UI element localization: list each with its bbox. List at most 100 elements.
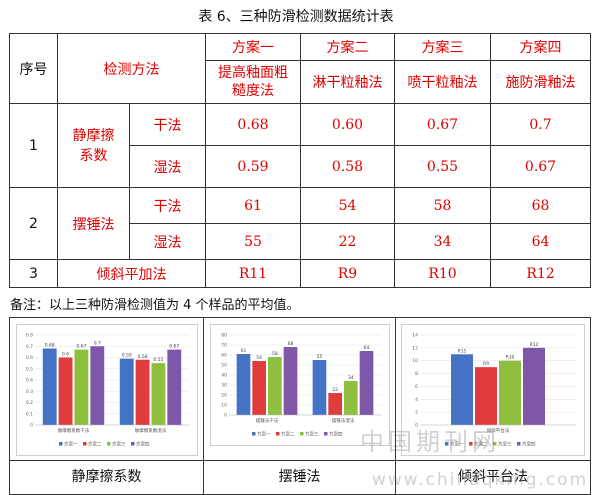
legend-label: 方案二	[281, 431, 295, 438]
legend-label: 方案四	[136, 441, 150, 448]
header-scheme-1-desc: 提高釉面粗糙度法	[205, 60, 301, 104]
bar	[151, 363, 165, 425]
legend-label: 方案一	[257, 431, 271, 438]
row-3-method: 倾斜平加法	[57, 259, 206, 288]
cell: 0.60	[300, 103, 395, 146]
legend-swatch	[58, 442, 62, 446]
data-label: R9	[483, 361, 489, 367]
y-tick-label: 12	[412, 345, 418, 351]
y-tick-label: 0.5	[25, 366, 32, 372]
cell: 0.58	[300, 145, 395, 188]
y-tick-label: 0	[224, 413, 227, 419]
legend-swatch	[445, 442, 449, 446]
header-scheme-4: 方案四	[490, 33, 591, 61]
cell: 0.55	[394, 145, 491, 188]
data-label: 0.58	[137, 354, 147, 360]
legend-swatch	[299, 432, 303, 436]
cell: R9	[300, 259, 395, 288]
data-label: 0.67	[169, 344, 179, 350]
bar	[327, 393, 342, 415]
y-tick-label: 0	[30, 423, 33, 429]
bar	[359, 351, 373, 415]
data-label: R12	[530, 342, 539, 348]
cell: R12	[490, 259, 591, 288]
y-tick-label: 0.3	[25, 389, 32, 395]
y-tick-label: 14	[412, 333, 418, 339]
y-tick-label: 8	[415, 371, 418, 377]
legend-label: 方案四	[522, 441, 536, 448]
legend-swatch	[130, 442, 134, 446]
header-scheme-4-desc: 施防滑釉法	[490, 60, 591, 104]
legend-label: 方案四	[329, 431, 343, 438]
data-label: R10	[506, 355, 515, 361]
cell: 0.67	[394, 103, 491, 146]
bar	[135, 359, 149, 425]
bar	[89, 346, 104, 425]
cell: 0.7	[490, 103, 591, 146]
legend-label: 方案二	[474, 441, 488, 448]
cell: 64	[490, 223, 591, 260]
cell: 68	[490, 187, 591, 224]
data-label: 34	[347, 375, 353, 381]
footnote: 备注：以上三种防滑检测值为 4 个样品的平均值。	[10, 298, 300, 313]
y-tick-label: 70	[221, 343, 227, 349]
row-2-dry-label: 干法	[129, 187, 206, 224]
bar	[119, 358, 134, 425]
y-tick-label: 80	[221, 333, 227, 339]
legend-swatch	[469, 442, 473, 446]
legend-label: 方案二	[88, 441, 102, 448]
bar	[236, 354, 250, 415]
legend-label: 方案一	[450, 441, 464, 448]
row-3-seq: 3	[9, 259, 58, 288]
y-tick-label: 6	[415, 384, 418, 390]
cell: 0.67	[490, 145, 591, 188]
bar	[251, 361, 266, 415]
data-table: 序号 检测方法 方案一 方案二 方案三 方案四 提高釉面粗糙度法 淋干粒釉法 喷…	[9, 33, 591, 288]
friction-chart: 0 0.1 0.2 0.3 0.4 0.5 0.6 0.7 0.8 0.68 0.6 0.67 0.7 静…	[15, 324, 198, 456]
y-tick-label: 60	[221, 353, 227, 359]
cell: 0.68	[205, 103, 301, 146]
data-label: 54	[256, 355, 262, 361]
x-tick-label: 摆锤法湿法	[331, 417, 354, 424]
data-label: 0.59	[121, 353, 131, 359]
header-method: 检测方法	[57, 33, 206, 104]
x-tick-label: 静摩擦系数湿法	[134, 427, 166, 434]
legend-swatch	[323, 432, 327, 436]
legend-label: 方案三	[305, 431, 319, 438]
header-scheme-1: 方案一	[205, 33, 301, 61]
x-tick-label: 摆锤法干法	[255, 417, 278, 424]
cell: 55	[205, 223, 301, 260]
row-2-wet-label: 湿法	[129, 223, 206, 260]
data-label: 0.6	[61, 352, 68, 358]
chart-cell-2: 0 10 20 30 40 50 60 70 80 61 54 58 68 摆锤法干法 55 22 34 64 摆锤…	[203, 317, 396, 461]
cell: 22	[300, 223, 395, 260]
x-tick-label: 倾斜平台法	[487, 427, 510, 434]
bar	[451, 354, 473, 425]
legend-label: 方案一	[64, 441, 78, 448]
bar	[283, 347, 297, 415]
data-label: 0.7	[93, 340, 100, 346]
row-1-method: 静摩擦系数	[57, 103, 130, 188]
y-tick-label: 0.8	[25, 333, 32, 339]
header-seq: 序号	[9, 33, 58, 104]
data-label: 22	[332, 387, 338, 393]
caption-1: 静摩擦系数	[9, 460, 204, 495]
header-scheme-3: 方案三	[394, 33, 491, 61]
y-tick-label: 2	[415, 410, 418, 416]
bar	[523, 347, 545, 425]
y-tick-label: 0.4	[25, 378, 32, 384]
data-label: 0.55	[153, 357, 163, 363]
legend-swatch	[82, 442, 86, 446]
data-label: 61	[240, 348, 246, 354]
data-label: 58	[271, 351, 277, 357]
legend-swatch	[251, 432, 255, 436]
data-label: R11	[458, 348, 467, 354]
cell: 58	[394, 187, 491, 224]
cell: R11	[205, 259, 301, 288]
bar	[343, 381, 358, 415]
table-title: 表 6、三种防滑检测数据统计表	[198, 9, 394, 25]
bar	[267, 357, 282, 415]
legend-label: 方案三	[112, 441, 126, 448]
data-label: 0.67	[76, 344, 86, 350]
bar	[58, 357, 72, 425]
